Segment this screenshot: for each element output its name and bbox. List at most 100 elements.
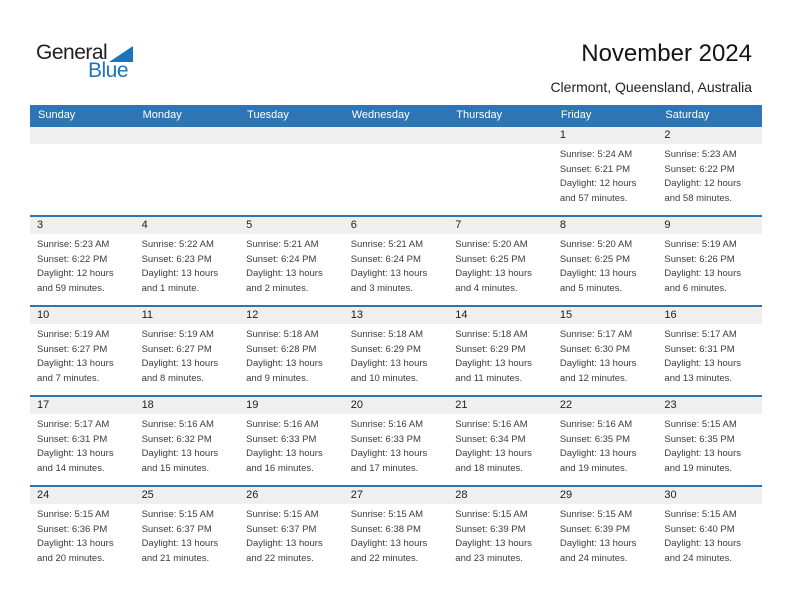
sunrise-text: Sunrise: 5:18 AM xyxy=(246,329,319,340)
weekday-header-friday: Friday xyxy=(560,109,592,121)
day-number: 14 xyxy=(448,307,553,324)
day-number xyxy=(343,127,449,144)
sunrise-text: Sunrise: 5:15 AM xyxy=(559,509,633,520)
sunrise-text: Sunrise: 5:21 AM xyxy=(246,239,319,250)
day-cell-24: 24 Sunrise: 5:15 AM Sunset: 6:36 PM Dayligh… xyxy=(30,487,135,575)
daylight-text: Daylight: 13 hours and 3 minutes. xyxy=(350,268,428,294)
daylight-text: Daylight: 13 hours and 24 minutes. xyxy=(559,538,637,564)
day-cell-28: 28 Sunrise: 5:15 AM Sunset: 6:39 PM Dayligh… xyxy=(448,487,553,575)
day-number: 11 xyxy=(134,307,240,324)
day-cell-empty xyxy=(448,127,553,215)
sunrise-text: Sunrise: 5:15 AM xyxy=(455,509,528,520)
day-cell-27: 27 Sunrise: 5:15 AM Sunset: 6:38 PM Dayligh… xyxy=(343,487,449,575)
weekday-header-saturday: Saturday xyxy=(665,109,710,121)
logo-text-blue: Blue xyxy=(88,59,129,82)
general-blue-logo: General Blue xyxy=(36,42,134,82)
page-subtitle: Clermont, Queensland, Australia xyxy=(550,79,752,95)
day-details: Sunrise: 5:16 AM Sunset: 6:34 PM Daylight:… xyxy=(448,414,553,476)
daylight-text: Daylight: 13 hours and 8 minutes. xyxy=(141,358,219,384)
day-number xyxy=(448,127,553,144)
day-number: 25 xyxy=(134,487,240,504)
sunrise-text: Sunrise: 5:15 AM xyxy=(664,419,737,430)
day-details: Sunrise: 5:17 AM Sunset: 6:31 PM Daylight:… xyxy=(30,414,135,476)
day-details: Sunrise: 5:18 AM Sunset: 6:29 PM Daylight:… xyxy=(448,324,553,386)
sunrise-text: Sunrise: 5:18 AM xyxy=(455,329,528,340)
calendar-grid: Sunday Monday Tuesday Wednesday Thursday Frid… xyxy=(30,105,762,575)
day-details: Sunrise: 5:17 AM Sunset: 6:31 PM Daylight:… xyxy=(657,324,762,386)
day-cell-25: 25 Sunrise: 5:15 AM Sunset: 6:37 PM Dayligh… xyxy=(134,487,240,575)
daylight-text: Daylight: 13 hours and 16 minutes. xyxy=(246,448,323,474)
sunset-text: Sunset: 6:27 PM xyxy=(141,343,212,355)
sunset-text: Sunset: 6:30 PM xyxy=(559,343,631,355)
sunset-text: Sunset: 6:29 PM xyxy=(455,343,526,355)
sunrise-text: Sunrise: 5:15 AM xyxy=(350,509,424,520)
weekday-header-wednesday: Wednesday xyxy=(351,109,410,121)
day-number: 20 xyxy=(343,397,449,414)
day-cell-3: 3 Sunrise: 5:23 AM Sunset: 6:22 PM Daylight… xyxy=(30,217,135,305)
sunset-text: Sunset: 6:31 PM xyxy=(664,343,735,355)
daylight-text: Daylight: 13 hours and 18 minutes. xyxy=(455,448,532,474)
day-details: Sunrise: 5:15 AM Sunset: 6:37 PM Daylight:… xyxy=(239,504,344,566)
sunset-text: Sunset: 6:24 PM xyxy=(246,253,317,265)
day-number xyxy=(239,127,344,144)
day-cell-23: 23 Sunrise: 5:15 AM Sunset: 6:35 PM Dayligh… xyxy=(657,397,762,485)
sunrise-text: Sunrise: 5:23 AM xyxy=(664,149,737,160)
day-cell-8: 8 Sunrise: 5:20 AM Sunset: 6:25 PM Daylight… xyxy=(552,217,658,305)
sunrise-text: Sunrise: 5:16 AM xyxy=(455,419,528,430)
day-cell-empty xyxy=(30,127,135,215)
sunrise-text: Sunrise: 5:18 AM xyxy=(350,329,424,340)
day-number: 4 xyxy=(134,217,240,234)
sunrise-text: Sunrise: 5:15 AM xyxy=(246,509,319,520)
daylight-text: Daylight: 12 hours and 57 minutes. xyxy=(559,178,637,204)
day-number: 6 xyxy=(343,217,449,234)
daylight-text: Daylight: 13 hours and 6 minutes. xyxy=(664,268,741,294)
day-number: 17 xyxy=(30,397,135,414)
day-cell-30: 30 Sunrise: 5:15 AM Sunset: 6:40 PM Dayligh… xyxy=(657,487,762,575)
sunset-text: Sunset: 6:28 PM xyxy=(246,343,317,355)
day-cell-19: 19 Sunrise: 5:16 AM Sunset: 6:33 PM Dayligh… xyxy=(239,397,344,485)
daylight-text: Daylight: 13 hours and 4 minutes. xyxy=(455,268,532,294)
sunrise-text: Sunrise: 5:17 AM xyxy=(559,329,633,340)
day-details: Sunrise: 5:21 AM Sunset: 6:24 PM Daylight:… xyxy=(344,234,449,296)
daylight-text: Daylight: 13 hours and 15 minutes. xyxy=(141,448,219,474)
day-details: Sunrise: 5:19 AM Sunset: 6:27 PM Daylight:… xyxy=(135,324,240,386)
daylight-text: Daylight: 13 hours and 14 minutes. xyxy=(37,448,114,474)
day-details: Sunrise: 5:16 AM Sunset: 6:35 PM Daylight:… xyxy=(553,414,658,476)
sunset-text: Sunset: 6:32 PM xyxy=(141,433,212,445)
day-details: Sunrise: 5:23 AM Sunset: 6:22 PM Daylight:… xyxy=(657,144,762,206)
weekday-header-tuesday: Tuesday xyxy=(247,109,289,121)
sunrise-text: Sunrise: 5:16 AM xyxy=(350,419,424,430)
sunrise-text: Sunrise: 5:19 AM xyxy=(141,329,214,340)
daylight-text: Daylight: 13 hours and 17 minutes. xyxy=(350,448,428,474)
day-number: 19 xyxy=(239,397,344,414)
weekday-header-thursday: Thursday xyxy=(456,109,503,121)
sunset-text: Sunset: 6:34 PM xyxy=(455,433,526,445)
day-details: Sunrise: 5:15 AM Sunset: 6:36 PM Daylight:… xyxy=(30,504,135,566)
sunrise-text: Sunrise: 5:20 AM xyxy=(559,239,633,250)
day-number: 8 xyxy=(552,217,658,234)
daylight-text: Daylight: 13 hours and 21 minutes. xyxy=(141,538,219,564)
weekday-header-monday: Monday xyxy=(142,109,182,121)
sunrise-text: Sunrise: 5:15 AM xyxy=(141,509,214,520)
daylight-text: Daylight: 13 hours and 9 minutes. xyxy=(246,358,323,384)
day-cell-empty xyxy=(134,127,240,215)
day-number: 23 xyxy=(657,397,762,414)
day-details: Sunrise: 5:22 AM Sunset: 6:23 PM Daylight:… xyxy=(135,234,240,296)
sunset-text: Sunset: 6:26 PM xyxy=(664,253,735,265)
day-details: Sunrise: 5:16 AM Sunset: 6:33 PM Daylight:… xyxy=(239,414,344,476)
day-number: 1 xyxy=(552,127,658,144)
day-cell-9: 9 Sunrise: 5:19 AM Sunset: 6:26 PM Daylight… xyxy=(657,217,762,305)
day-cell-17: 17 Sunrise: 5:17 AM Sunset: 6:31 PM Dayligh… xyxy=(30,397,135,485)
sunset-text: Sunset: 6:22 PM xyxy=(37,253,108,265)
day-cell-16: 16 Sunrise: 5:17 AM Sunset: 6:31 PM Dayligh… xyxy=(657,307,762,395)
day-cell-18: 18 Sunrise: 5:16 AM Sunset: 6:32 PM Dayligh… xyxy=(134,397,240,485)
day-cell-1: 1 Sunrise: 5:24 AM Sunset: 6:21 PM Daylight… xyxy=(552,127,658,215)
day-cell-20: 20 Sunrise: 5:16 AM Sunset: 6:33 PM Dayligh… xyxy=(343,397,449,485)
daylight-text: Daylight: 13 hours and 19 minutes. xyxy=(664,448,741,474)
day-number: 9 xyxy=(657,217,762,234)
daylight-text: Daylight: 13 hours and 19 minutes. xyxy=(559,448,637,474)
day-details: Sunrise: 5:24 AM Sunset: 6:21 PM Daylight:… xyxy=(553,144,658,206)
daylight-text: Daylight: 13 hours and 22 minutes. xyxy=(246,538,323,564)
day-number: 5 xyxy=(239,217,344,234)
day-cell-26: 26 Sunrise: 5:15 AM Sunset: 6:37 PM Dayligh… xyxy=(239,487,344,575)
